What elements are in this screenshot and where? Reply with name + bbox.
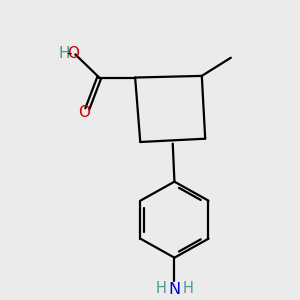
Text: H: H [155,281,167,296]
Text: H: H [58,46,70,61]
Text: H: H [182,281,193,296]
Text: O: O [67,46,79,61]
Text: O: O [78,106,90,121]
Text: N: N [168,282,181,297]
Text: -: - [66,46,71,61]
